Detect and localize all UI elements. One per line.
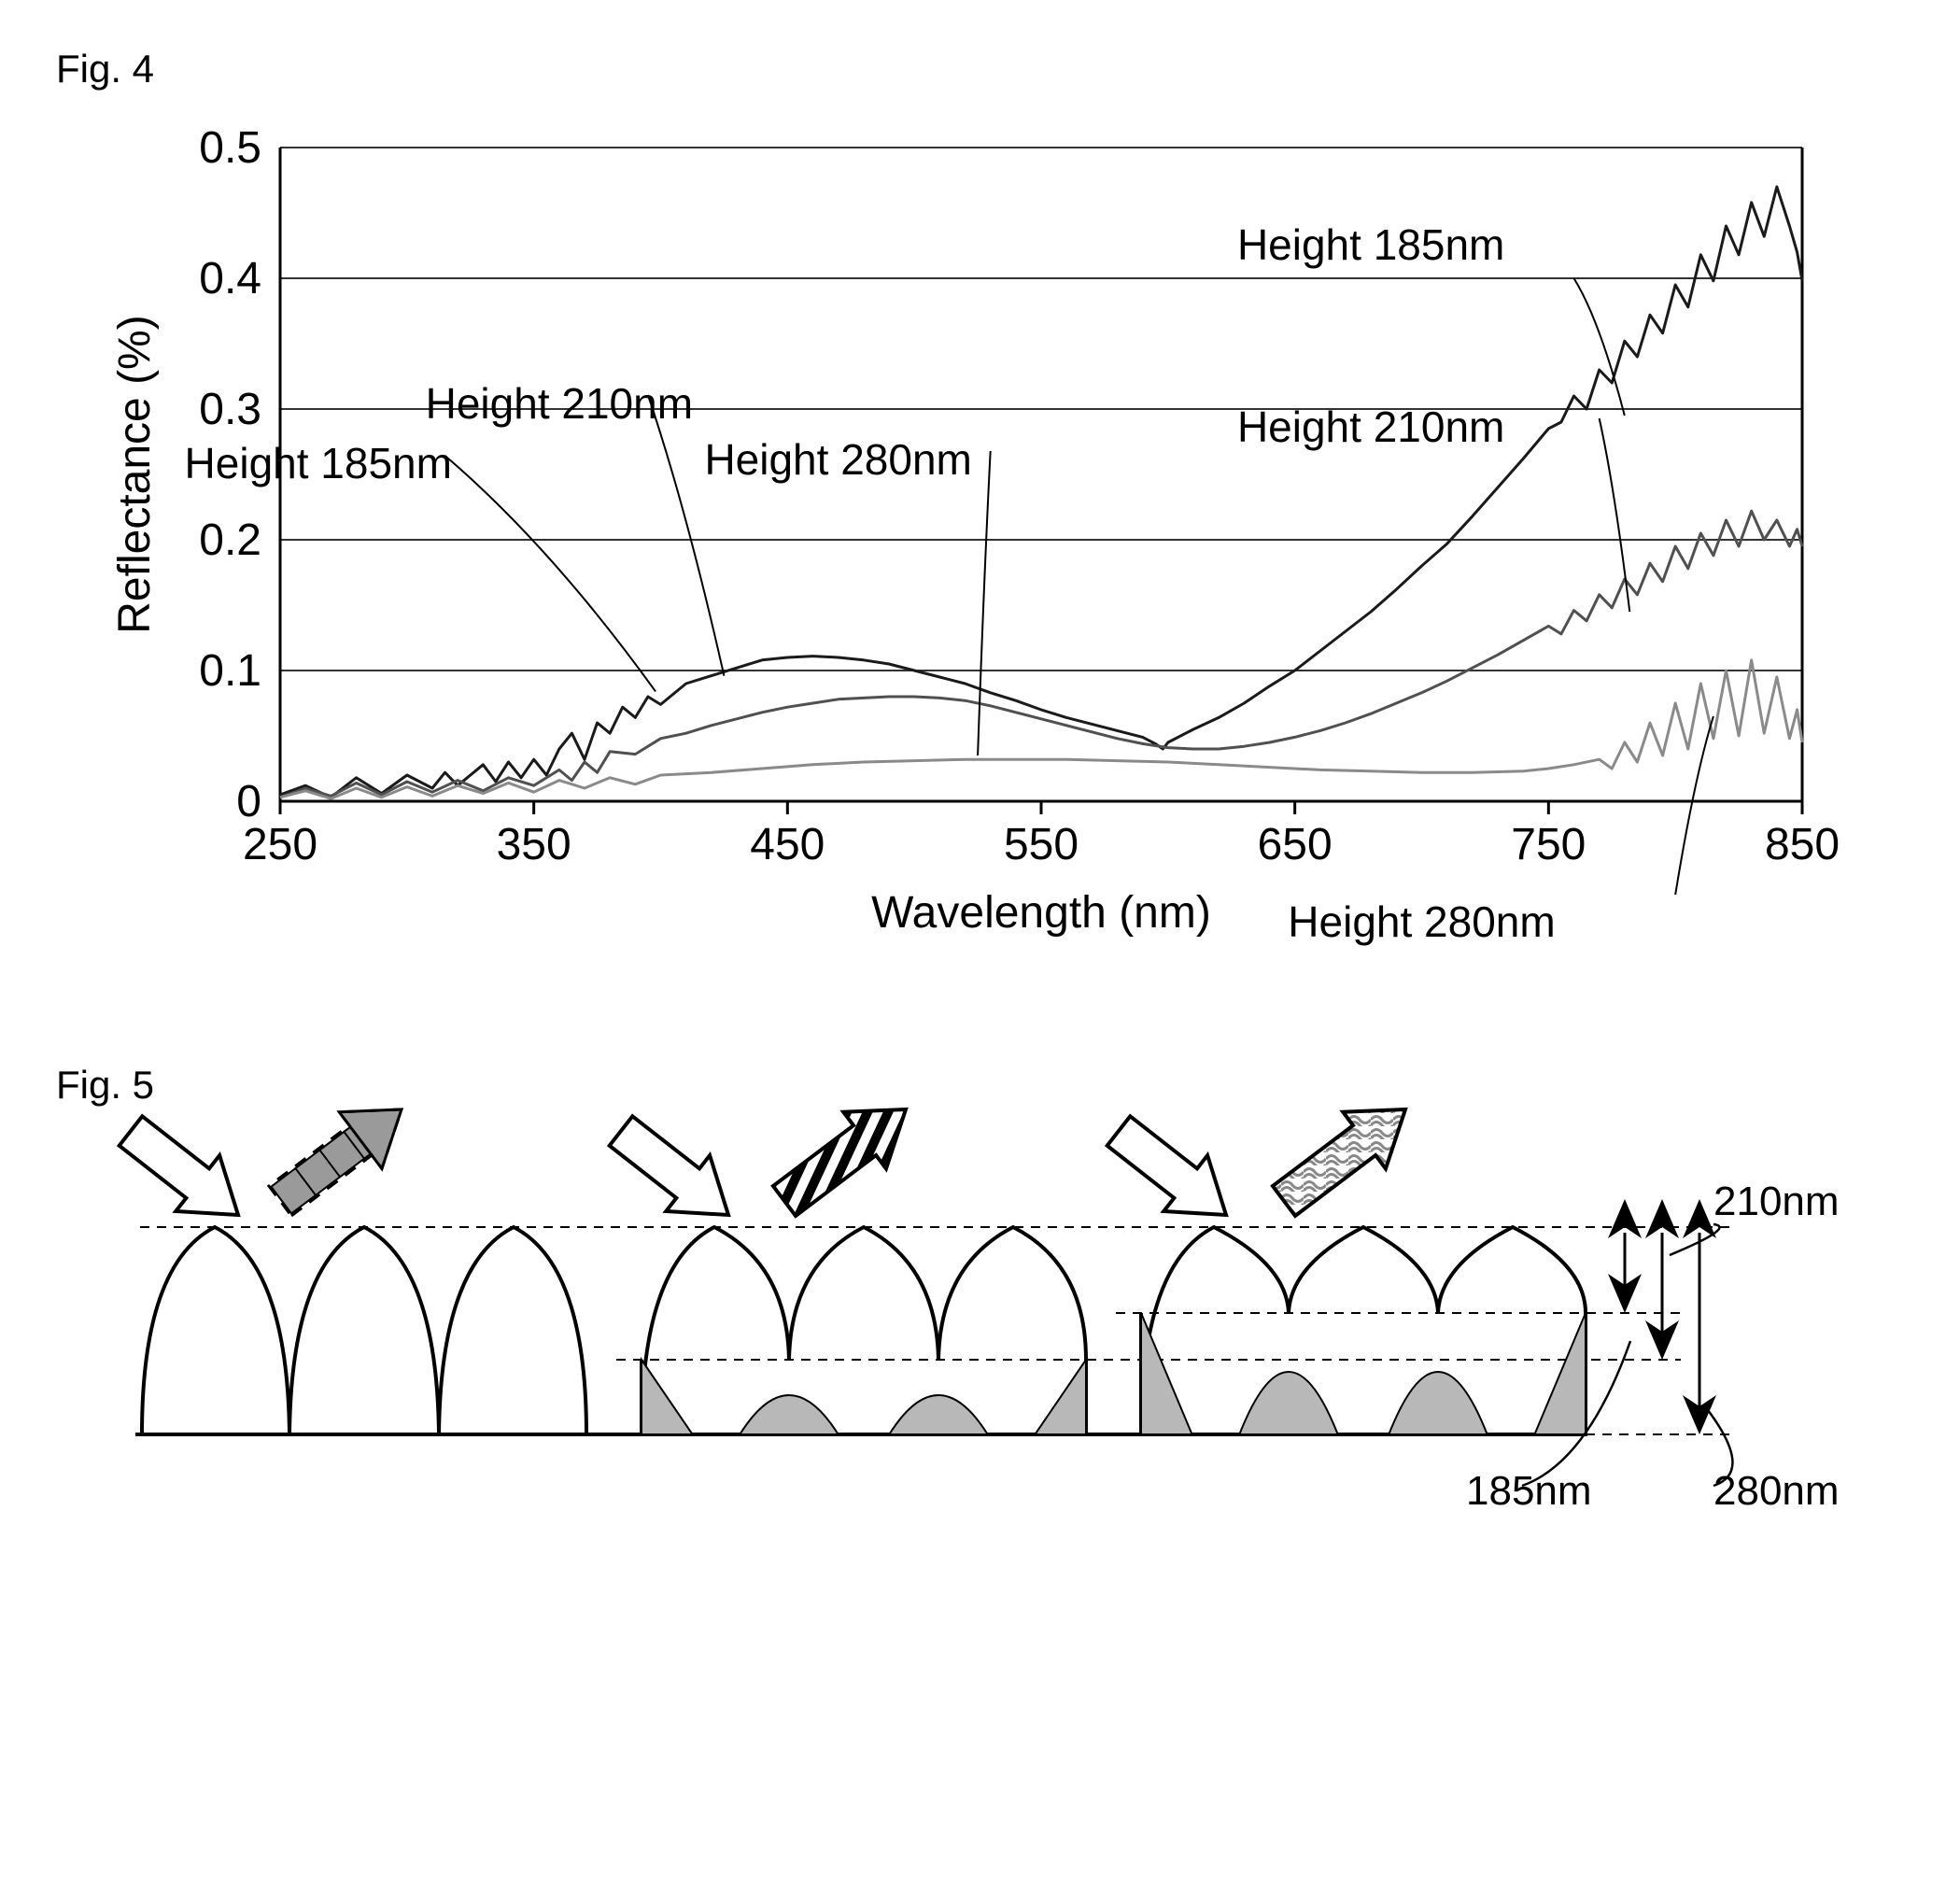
arrow xyxy=(120,1116,238,1215)
label-185nm: 185nm xyxy=(1466,1468,1592,1514)
xtick-label: 550 xyxy=(1004,820,1079,869)
valley-fill xyxy=(1239,1372,1337,1434)
arrow xyxy=(610,1116,728,1215)
y-axis-label: Reflectance (%) xyxy=(110,315,160,633)
chart-annotation: Height 210nm xyxy=(1237,402,1504,451)
ytick-label: 0.3 xyxy=(199,385,261,434)
leader-line xyxy=(1600,418,1630,612)
arrow xyxy=(1107,1116,1226,1215)
arrow xyxy=(773,1109,906,1216)
figure-4-label: Fig. 4 xyxy=(56,47,1904,92)
leader-line xyxy=(1574,278,1625,416)
arrow xyxy=(1273,1109,1405,1216)
leader-line xyxy=(445,456,656,691)
diagram-svg: 210nm 280nm 185nm xyxy=(93,1126,1868,1556)
xtick-label: 450 xyxy=(750,820,825,869)
label-280nm: 280nm xyxy=(1713,1468,1840,1514)
chart-annotation: Height 280nm xyxy=(704,435,971,484)
xtick-label: 650 xyxy=(1258,820,1333,869)
xtick-label: 750 xyxy=(1511,820,1586,869)
reflected-arrow xyxy=(269,1109,402,1216)
valley-fill xyxy=(889,1395,987,1434)
leader-line xyxy=(978,451,991,755)
nanocone-profile xyxy=(642,1227,1086,1434)
xtick-label: 350 xyxy=(497,820,571,869)
moth-eye-diagram: 210nm 280nm 185nm xyxy=(93,1126,1868,1546)
chart-annotation: Height 280nm xyxy=(1288,897,1555,946)
x-axis-label: Wavelength (nm) xyxy=(871,888,1211,938)
reflectance-chart: 00.10.20.30.40.5250350450550650750850Wav… xyxy=(93,110,1868,951)
ytick-label: 0.5 xyxy=(199,123,261,173)
valley-fill xyxy=(740,1395,838,1434)
nanocone-profile xyxy=(142,1227,586,1434)
ytick-label: 0.4 xyxy=(199,254,261,304)
ytick-label: 0.2 xyxy=(199,515,261,565)
chart-annotation: Height 185nm xyxy=(1237,220,1504,269)
leader-line xyxy=(1675,716,1713,895)
series-line xyxy=(280,511,1802,798)
label-210nm: 210nm xyxy=(1713,1179,1840,1224)
figure-5-label: Fig. 5 xyxy=(56,1063,1904,1108)
valley-fill xyxy=(1389,1372,1487,1434)
nanocone-profile xyxy=(1141,1227,1586,1434)
xtick-label: 250 xyxy=(243,820,317,869)
ytick-label: 0.1 xyxy=(199,646,261,696)
chart-annotation: Height 210nm xyxy=(426,379,693,428)
chart-svg: 00.10.20.30.40.5250350450550650750850Wav… xyxy=(93,110,1868,1044)
chart-annotation: Height 185nm xyxy=(185,439,452,487)
xtick-label: 850 xyxy=(1765,820,1840,869)
